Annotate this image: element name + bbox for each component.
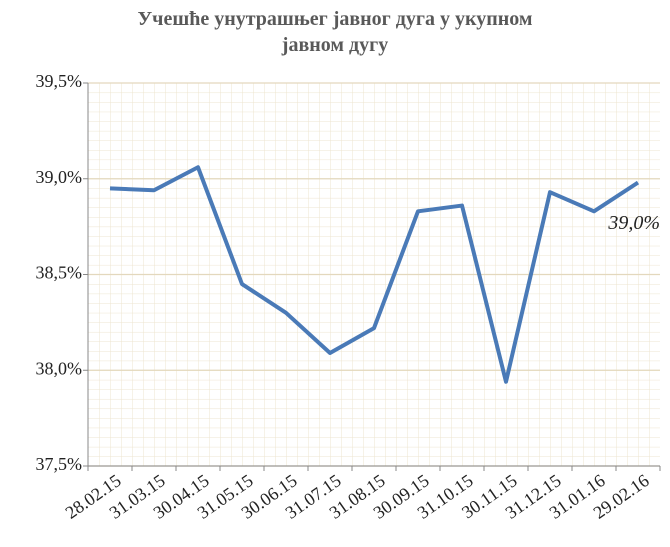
y-tick-label: 37,5%: [36, 454, 83, 474]
y-tick-label: 39,5%: [36, 71, 83, 91]
data-label: 39,0%: [607, 212, 660, 234]
y-tick-label: 38,0%: [36, 358, 83, 378]
y-tick-label: 38,5%: [36, 263, 83, 283]
series-line: [109, 165, 640, 384]
y-tick-label: 39,0%: [36, 167, 83, 187]
chart-title: Учешће унутрашњег јавног дуга у укупном …: [137, 8, 533, 56]
